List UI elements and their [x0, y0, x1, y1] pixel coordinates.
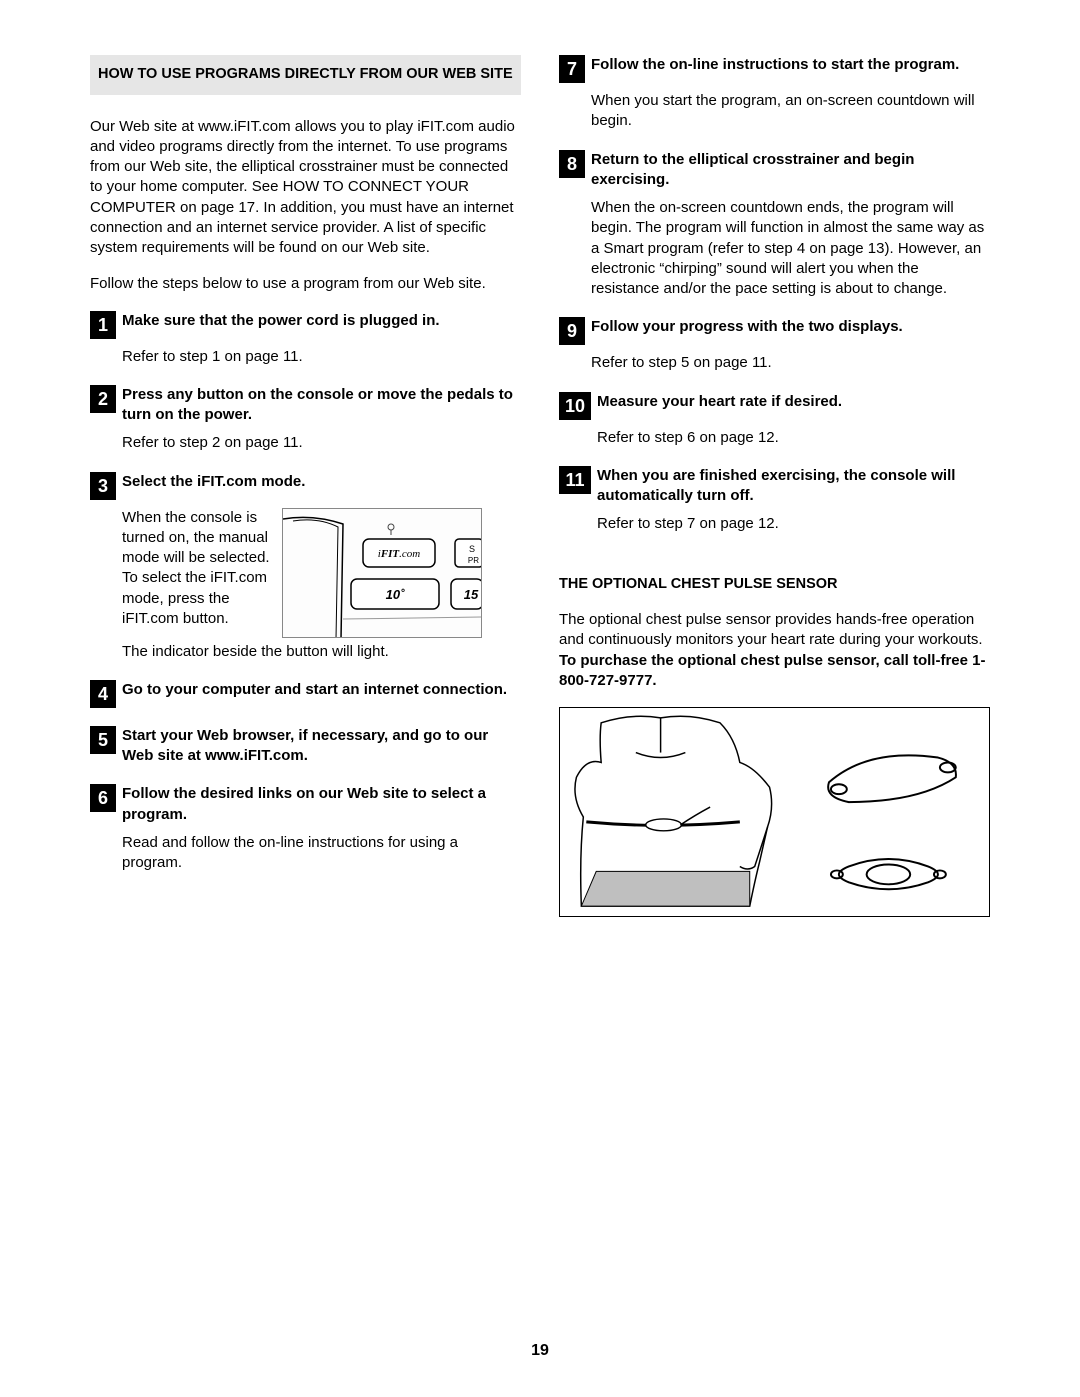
- step-8: 8 Return to the elliptical crosstrainer …: [559, 150, 990, 191]
- step-3-body-b: The indicator beside the button will lig…: [122, 642, 521, 662]
- svg-text:iFIT.com: iFIT.com: [378, 548, 421, 560]
- step-body: Read and follow the on-line instructions…: [122, 833, 521, 874]
- step-number-icon: 4: [90, 680, 116, 708]
- step-1: 1 Make sure that the power cord is plugg…: [90, 311, 521, 339]
- right-column: 7 Follow the on-line instructions to sta…: [559, 55, 990, 917]
- step-number-icon: 3: [90, 472, 116, 500]
- step-title: Follow the desired links on our Web site…: [122, 784, 521, 825]
- page-number: 19: [0, 1340, 1080, 1362]
- step-7: 7 Follow the on-line instructions to sta…: [559, 55, 990, 83]
- console-figure: iFIT.com S PR 10˚ 15: [282, 508, 482, 638]
- chest-para-a: The optional chest pulse sensor provides…: [559, 611, 983, 648]
- step-3: 3 Select the iFIT.com mode.: [90, 472, 521, 500]
- svg-text:PR: PR: [468, 556, 479, 565]
- svg-text:S: S: [469, 544, 475, 554]
- svg-text:10˚: 10˚: [386, 587, 405, 602]
- step-body: Refer to step 7 on page 12.: [597, 514, 990, 534]
- step-title: Measure your heart rate if desired.: [597, 392, 842, 412]
- chest-para-b: To purchase the optional chest pulse sen…: [559, 652, 986, 689]
- chest-sensor-heading: THE OPTIONAL CHEST PULSE SENSOR: [559, 575, 990, 595]
- step-body: Refer to step 6 on page 12.: [597, 428, 990, 448]
- chest-sensor-figure: [559, 707, 990, 917]
- step-11: 11 When you are finished exercising, the…: [559, 466, 990, 507]
- left-column: HOW TO USE PROGRAMS DIRECTLY FROM OUR WE…: [90, 55, 521, 917]
- step-number-icon: 1: [90, 311, 116, 339]
- step-number-icon: 6: [90, 784, 116, 812]
- step-6: 6 Follow the desired links on our Web si…: [90, 784, 521, 825]
- section-header: HOW TO USE PROGRAMS DIRECTLY FROM OUR WE…: [90, 55, 521, 95]
- step-title: Make sure that the power cord is plugged…: [122, 311, 440, 331]
- step-title: Follow your progress with the two displa…: [591, 317, 903, 337]
- step-number-icon: 8: [559, 150, 585, 178]
- step-title: Follow the on-line instructions to start…: [591, 55, 959, 75]
- step-number-icon: 5: [90, 726, 116, 754]
- intro-paragraph-2: Follow the steps below to use a program …: [90, 274, 521, 294]
- step-title: Go to your computer and start an interne…: [122, 680, 507, 700]
- step-3-body-a: When the console is turned on, the manua…: [122, 508, 272, 630]
- step-number-icon: 9: [559, 317, 585, 345]
- step-body: When you start the program, an on-screen…: [591, 91, 990, 132]
- intro-paragraph-1: Our Web site at www.iFIT.com allows you …: [90, 117, 521, 259]
- step-body: Refer to step 5 on page 11.: [591, 353, 990, 373]
- step-title: Return to the elliptical crosstrainer an…: [591, 150, 990, 191]
- step-body: When the on-screen countdown ends, the p…: [591, 198, 990, 299]
- step-number-icon: 11: [559, 466, 591, 494]
- svg-text:15: 15: [464, 587, 479, 602]
- step-4: 4 Go to your computer and start an inter…: [90, 680, 521, 708]
- step-10: 10 Measure your heart rate if desired.: [559, 392, 990, 420]
- chest-sensor-paragraph: The optional chest pulse sensor provides…: [559, 610, 990, 691]
- step-number-icon: 2: [90, 385, 116, 413]
- step-number-icon: 7: [559, 55, 585, 83]
- step-5: 5 Start your Web browser, if necessary, …: [90, 726, 521, 767]
- step-title: Press any button on the console or move …: [122, 385, 521, 426]
- step-body: Refer to step 2 on page 11.: [122, 433, 521, 453]
- step-number-icon: 10: [559, 392, 591, 420]
- step-body: Refer to step 1 on page 11.: [122, 347, 521, 367]
- step-9: 9 Follow your progress with the two disp…: [559, 317, 990, 345]
- step-title: When you are finished exercising, the co…: [597, 466, 990, 507]
- step-2: 2 Press any button on the console or mov…: [90, 385, 521, 426]
- step-title: Select the iFIT.com mode.: [122, 472, 305, 492]
- step-title: Start your Web browser, if necessary, an…: [122, 726, 521, 767]
